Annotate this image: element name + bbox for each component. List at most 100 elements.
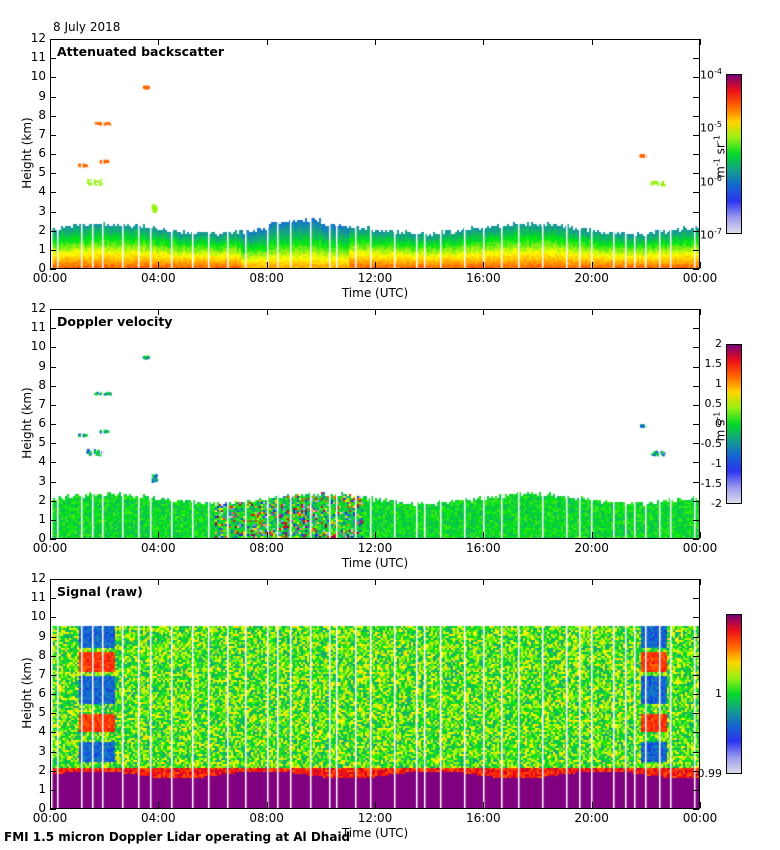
x-tick-mark [700,309,701,315]
x-tick-label: 00:00 [32,541,68,555]
x-tick-mark [375,39,376,45]
y-tick-mark [50,770,56,772]
y-tick-mark [693,328,699,330]
y-tick-mark [50,617,56,619]
y-tick-label: 6 [38,416,46,430]
y-tick-mark [50,500,56,502]
tick-base: 10 [700,121,715,135]
y-tick-mark [693,347,699,349]
y-tick-label: 1 [38,781,46,796]
y-tick-mark [693,713,699,715]
y-tick-mark [693,385,699,387]
y-tick-label: 7 [38,396,46,411]
x-tick-mark [591,579,593,585]
heatmap-image-2 [51,580,699,808]
x-tick-mark [375,532,376,538]
x-tick-mark [158,532,160,538]
x-tick-mark [700,262,701,268]
tick-exponent: -5 [714,120,722,130]
y-tick-mark [693,58,699,60]
tick-base: 10 [700,68,715,82]
plot-area-1: Doppler velocity [50,309,700,539]
y-axis-label: Height (km) [20,387,34,459]
colorbar-tick-label: 10-5 [682,120,722,135]
x-tick-mark [591,532,593,538]
x-tick-mark [266,39,268,45]
x-tick-mark [375,802,376,808]
y-tick-label: 10 [30,609,46,624]
y-tick-mark [50,39,56,40]
x-tick-mark [700,39,701,45]
x-tick-mark [266,309,268,315]
panel-title-1: Doppler velocity [57,314,173,329]
y-tick-mark [50,598,56,600]
unit-base: m s [713,419,728,442]
heatmap-image-1 [51,310,699,538]
y-tick-label: 0 [38,801,46,815]
unit-exponent: -1 [712,158,722,167]
y-tick-mark [693,500,699,502]
x-tick-mark [158,579,160,585]
x-tick-mark [50,262,51,268]
x-tick-mark [158,39,160,45]
x-tick-mark [483,532,485,538]
x-tick-mark [483,262,485,268]
colorbar-label: m-1 sr-1 [713,127,728,187]
y-tick-mark [50,134,56,136]
x-tick-label: 04:00 [141,541,176,555]
y-tick-mark [693,519,699,521]
tick-exponent: -4 [714,67,722,76]
unit-exponent: -1 [712,135,722,144]
y-tick-mark [693,77,699,79]
y-tick-mark [693,674,699,676]
heatmap-image-0 [51,40,699,268]
x-tick-mark [483,39,485,45]
x-tick-mark [375,309,376,315]
y-tick-label: 9 [38,358,46,373]
colorbar-tick-label: -1 [711,457,722,470]
x-tick-mark [700,532,701,538]
x-tick-mark [700,802,701,808]
y-tick-mark [693,751,699,753]
y-tick-mark [50,519,56,521]
y-tick-label: 4 [38,724,46,739]
y-tick-label: 8 [38,647,46,662]
x-tick-mark [266,262,268,268]
y-tick-mark [50,404,56,406]
y-tick-label: 11 [30,590,46,605]
x-tick-label: 20:00 [574,811,609,825]
y-tick-mark [693,115,699,117]
x-tick-mark [483,309,485,315]
x-tick-label: 16:00 [466,541,501,555]
y-tick-label: 10 [30,69,46,84]
x-tick-mark [591,39,593,45]
y-tick-mark [693,173,699,175]
y-tick-label: 8 [38,107,46,122]
x-axis-label: Time (UTC) [341,556,409,570]
y-tick-mark [50,347,56,349]
colorbar-label: m s-1 [713,397,728,457]
x-tick-label: 04:00 [141,271,176,285]
y-tick-mark [50,462,56,464]
colorbar-tick-label: -2 [711,497,722,510]
y-tick-mark [693,230,699,232]
colorbar-tick-label: 2 [715,337,722,350]
y-tick-mark [693,579,699,580]
x-tick-mark [591,309,593,315]
y-tick-label: 6 [38,146,46,160]
panel-title-0: Attenuated backscatter [57,44,225,59]
x-tick-label: 00:00 [682,271,718,285]
colorbar-tick-label: 0.5 [704,397,723,410]
y-tick-mark [50,366,56,368]
y-tick-label: 0 [38,261,46,275]
y-tick-mark [693,269,699,270]
y-tick-mark [50,424,56,425]
y-tick-mark [693,539,699,540]
y-tick-label: 3 [38,203,46,218]
y-tick-mark [693,462,699,464]
y-tick-mark [50,77,56,79]
y-tick-label: 9 [38,88,46,103]
x-tick-label: 12:00 [357,811,393,825]
unit-mid: sr [713,143,728,159]
y-axis-label: Height (km) [20,657,34,729]
